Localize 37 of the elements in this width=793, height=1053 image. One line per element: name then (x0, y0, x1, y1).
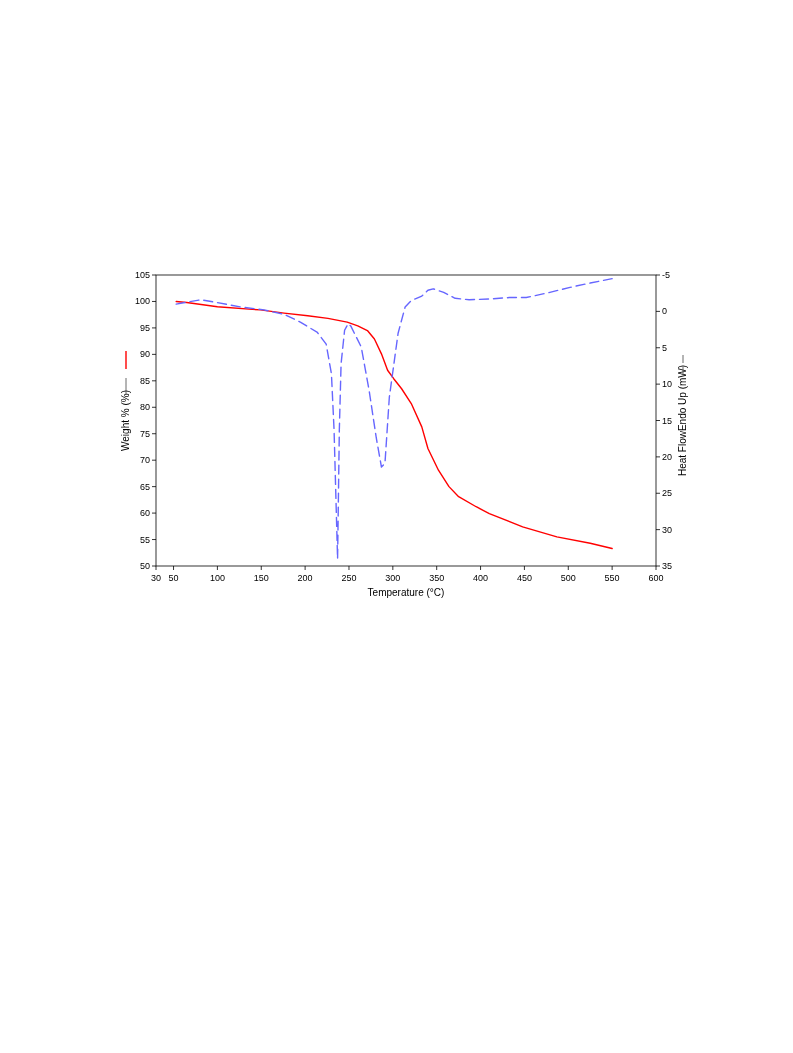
y-tick-label: 100 (134, 296, 150, 307)
x-tick-label: 600 (648, 573, 664, 583)
y-tick-label: 55 (139, 534, 150, 545)
y-axis-title: Weight % (%) (120, 390, 131, 451)
y-tick-label: 60 (139, 508, 150, 519)
y-tick-label: 80 (139, 402, 150, 413)
y2-tick-label: 15 (662, 415, 673, 426)
y-tick-label: 65 (139, 481, 150, 492)
y-tick-label: 75 (139, 428, 150, 439)
y2-tick-label: 10 (662, 379, 673, 390)
x-tick-label: 450 (516, 573, 532, 583)
x-tick-label: 300 (385, 573, 401, 583)
x-tick-label: 100 (209, 573, 225, 583)
x-tick-label: 30 (150, 573, 162, 583)
y2-tick-label: 30 (662, 524, 673, 535)
x-tick-label: 550 (604, 573, 620, 583)
y2-tick-label: 20 (662, 451, 673, 462)
y-tick-label: 70 (139, 455, 150, 466)
y2-tick-label: 35 (662, 561, 673, 571)
x-axis-title: Temperature (°C) (367, 587, 445, 598)
y2-tick-label: 25 (662, 488, 673, 499)
y2-tick-label: 5 (662, 342, 668, 353)
x-tick-label: 350 (429, 573, 445, 583)
y-tick-label: 105 (134, 270, 150, 280)
y2-tick-label: 0 (662, 306, 668, 317)
y2-axis-title: Heat FlowEndo Up (mW) (677, 364, 688, 477)
y-tick-label: 95 (139, 322, 150, 333)
x-tick-label: 400 (473, 573, 489, 583)
y2-tick-label: -5 (662, 270, 671, 280)
x-tick-label: 50 (168, 573, 179, 583)
x-tick-label: 500 (560, 573, 576, 583)
x-tick-label: 150 (253, 573, 269, 583)
y-tick-label: 90 (139, 349, 150, 360)
y-tick-label: 50 (139, 561, 150, 571)
x-tick-label: 250 (341, 573, 357, 583)
x-tick-label: 200 (297, 573, 313, 583)
y-tick-label: 85 (139, 375, 150, 386)
